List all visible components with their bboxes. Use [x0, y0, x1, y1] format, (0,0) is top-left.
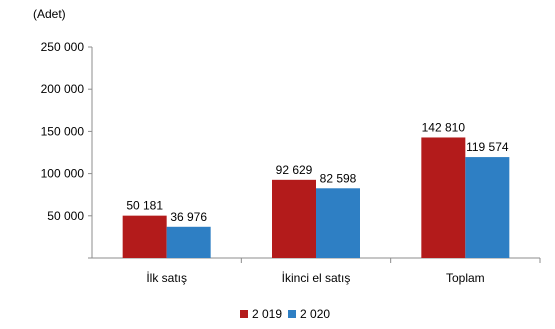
- legend-label-2019: 2 019: [252, 307, 283, 321]
- unit-label: (Adet): [33, 7, 66, 21]
- bar-2019: [122, 215, 167, 258]
- y-ticks: 50 000 100 000 150 000 200 000 250 000: [41, 40, 92, 259]
- legend-label-2020: 2 020: [300, 307, 331, 321]
- y-tick-label: 150 000: [41, 124, 85, 138]
- legend-swatch-2019: [240, 310, 248, 318]
- bar-2020: [465, 157, 510, 258]
- legend-swatch-2020: [288, 310, 297, 318]
- y-tick-label: 50 000: [47, 209, 84, 223]
- category-labels: İlk satış İkinci el satış Toplam: [146, 271, 484, 285]
- category-label: İkinci el satış: [282, 271, 351, 285]
- data-label: 92 629: [276, 163, 313, 177]
- bar-2020: [316, 188, 360, 258]
- bar-2019: [272, 179, 316, 258]
- category-label: İlk satış: [146, 271, 187, 285]
- y-tick-label: 100 000: [41, 167, 85, 181]
- legend: 2 019 2 020: [240, 307, 330, 321]
- bar-2019: [421, 137, 466, 258]
- category-label: Toplam: [446, 271, 485, 285]
- y-tick-label: 200 000: [41, 82, 85, 96]
- data-label: 50 181: [126, 199, 163, 213]
- legend-item-2019: 2 019: [240, 307, 282, 321]
- data-label: 142 810: [422, 120, 466, 134]
- legend-item-2020: 2 020: [288, 307, 330, 321]
- y-tick-label: 250 000: [41, 40, 85, 54]
- bars: [122, 137, 510, 258]
- data-label: 119 574: [466, 140, 509, 154]
- data-label: 82 598: [320, 171, 357, 185]
- data-label: 36 976: [170, 210, 207, 224]
- bar-2020: [166, 226, 211, 258]
